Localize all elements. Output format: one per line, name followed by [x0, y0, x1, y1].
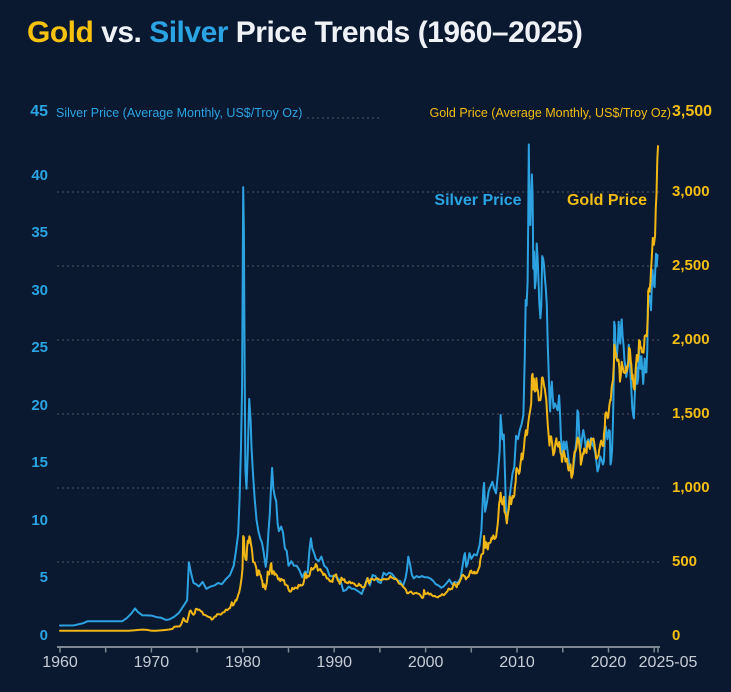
gold-series-label: Gold Price [566, 192, 648, 209]
gold-tick-label: 2,500 [672, 257, 710, 274]
x-tick-label: 2000 [407, 654, 444, 671]
gold-price-line [59, 145, 659, 632]
silver-tick-label: 15 [31, 454, 48, 472]
x-tick-label: 2025-05 [638, 654, 698, 671]
gold-axis-max-label: 3,500 [672, 103, 713, 120]
gold-tick-label: 1,500 [672, 405, 710, 422]
title-word-gold: Gold [27, 16, 94, 49]
silver-axis-max-label: 45 [30, 103, 48, 120]
x-tick-label: 2020 [590, 654, 627, 671]
title-rest: Price Trends (1960–2025) [227, 16, 583, 49]
page-title: Gold vs. Silver Price Trends (1960–2025) [27, 16, 583, 50]
silver-tick-label: 5 [39, 569, 48, 587]
silver-tick-label: 40 [31, 166, 48, 184]
silver-tick-label: 25 [31, 339, 48, 357]
gold-tick-label: 1,000 [672, 479, 710, 496]
gold-tick-label: 3,000 [672, 183, 710, 200]
gold-axis-title: Gold Price (Average Monthly, US$/Troy Oz… [380, 106, 674, 120]
x-tick-label: 1990 [316, 654, 353, 671]
gold-tick-label: 0 [672, 627, 681, 644]
x-tick-label: 1980 [225, 654, 261, 671]
gold-tick-label: 500 [672, 553, 698, 570]
title-word-vs: vs. [93, 16, 150, 49]
silver-tick-label: 35 [31, 224, 48, 242]
silver-tick-label: 20 [31, 396, 48, 414]
gold-tick-label: 2,000 [672, 331, 710, 348]
silver-tick-label: 30 [31, 281, 48, 299]
silver-price-line [59, 143, 659, 627]
x-tick-label: 2010 [499, 654, 535, 671]
x-tick-label: 1960 [42, 654, 78, 671]
silver-tick-label: 10 [31, 511, 48, 529]
x-tick-label: 1970 [133, 654, 170, 671]
silver-tick-label: 0 [39, 627, 48, 644]
silver-axis-title: Silver Price (Average Monthly, US$/Troy … [53, 106, 306, 120]
title-word-silver: Silver [149, 16, 228, 49]
silver-series-label: Silver Price [434, 192, 522, 209]
